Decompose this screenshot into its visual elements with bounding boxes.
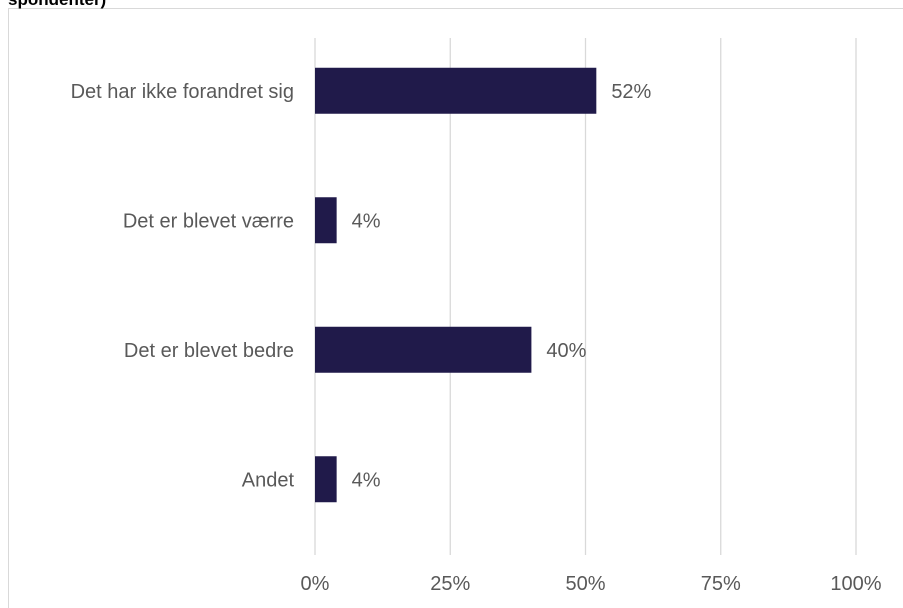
bar [315, 197, 337, 244]
category-label: Det er blevet bedre [124, 340, 294, 362]
category-label: Andet [242, 469, 295, 491]
category-label: Det er blevet værre [123, 210, 294, 232]
bar [315, 326, 532, 373]
bar [315, 67, 597, 114]
data-label: 4% [352, 469, 381, 491]
x-tick-label: 100% [830, 573, 881, 595]
data-label: 40% [546, 340, 586, 362]
data-label: 52% [611, 81, 651, 103]
x-tick-label: 75% [701, 573, 741, 595]
x-tick-label: 0% [301, 573, 330, 595]
x-tick-label: 25% [430, 573, 470, 595]
chart-frame [8, 8, 903, 608]
x-tick-label: 50% [565, 573, 605, 595]
chart-title: spondenter) [8, 0, 106, 10]
data-label: 4% [352, 210, 381, 232]
category-label: Det har ikke forandret sig [71, 81, 294, 103]
bar [315, 456, 337, 503]
